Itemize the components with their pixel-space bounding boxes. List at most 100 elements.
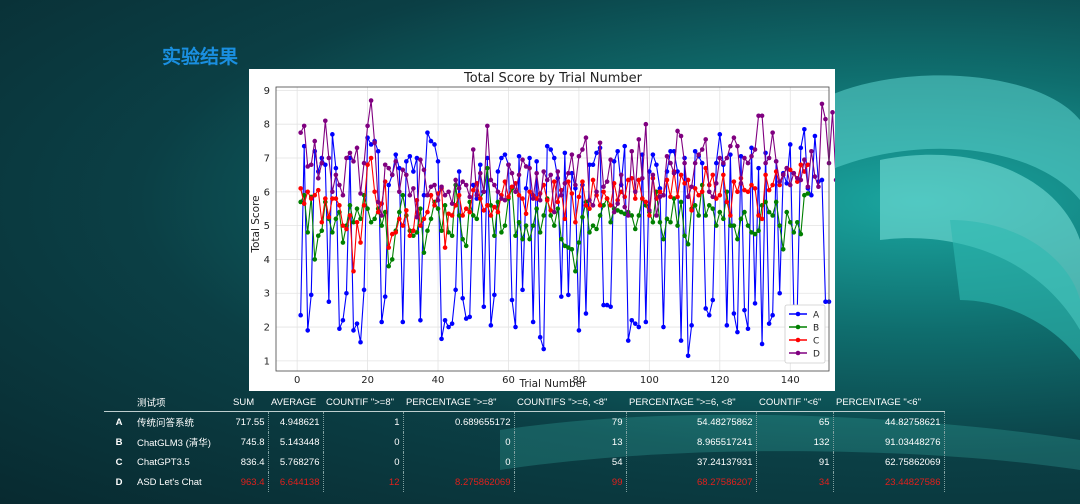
data-point [692, 203, 698, 208]
data-point [830, 110, 835, 115]
data-point [379, 213, 384, 218]
data-point [534, 206, 539, 212]
data-point [798, 177, 804, 183]
data-point [728, 213, 733, 218]
data-point [393, 152, 399, 157]
data-point [344, 290, 349, 296]
data-point [823, 299, 828, 304]
data-point [315, 233, 321, 239]
data-point [499, 196, 504, 201]
data-point [611, 209, 617, 215]
data-point [534, 159, 539, 164]
data-point [636, 324, 642, 330]
data-point [573, 268, 578, 274]
data-point [534, 196, 539, 201]
y-tick-label: 2 [264, 323, 270, 334]
data-point [770, 130, 775, 135]
data-point [696, 213, 701, 218]
data-point [393, 159, 399, 164]
data-point [340, 317, 346, 323]
data-point [632, 321, 638, 326]
data-point [601, 302, 606, 308]
table-header-cell: PERCENTAGE "<6" [833, 393, 944, 412]
data-point [632, 226, 638, 232]
data-point [664, 216, 670, 222]
data-point [756, 113, 761, 119]
data-point [823, 116, 828, 122]
data-point [435, 197, 441, 203]
data-point [502, 179, 508, 184]
data-point [544, 143, 550, 149]
data-point [347, 213, 353, 218]
legend-marker [795, 324, 801, 330]
data-point [456, 186, 462, 191]
data-point [358, 191, 363, 196]
series-line-d [300, 100, 835, 218]
data-point [520, 236, 525, 242]
data-point [590, 203, 596, 208]
table-row: D ASD Let's Chat 963.4 6.644138 12 8.27586206… [104, 472, 945, 492]
data-point [548, 172, 554, 178]
data-point [752, 301, 758, 306]
data-point [777, 223, 782, 228]
table-cell: 745.8 [230, 432, 269, 452]
data-point [347, 203, 353, 208]
data-point [400, 167, 406, 173]
data-point [787, 219, 793, 225]
data-point [625, 213, 631, 218]
y-tick-label: 7 [264, 154, 270, 165]
data-point [481, 208, 487, 213]
table-cell: 5.143448 [268, 432, 324, 452]
data-point [692, 160, 698, 166]
data-point [477, 170, 483, 176]
legend-marker [795, 337, 801, 343]
line-chart: Total Score by Trial Number Trial Number… [250, 71, 835, 390]
row-name: ASD Let's Chat [137, 476, 202, 488]
data-point [728, 223, 733, 228]
data-point [474, 196, 480, 201]
data-point [312, 257, 318, 262]
data-point [368, 98, 374, 103]
data-point [337, 203, 342, 208]
data-point [566, 245, 571, 250]
table-cell: 79 [514, 411, 627, 432]
data-point [728, 143, 733, 149]
data-point [569, 191, 575, 196]
data-point [460, 296, 465, 301]
table-row: A 传统问答系统 717.55 4.948621 1 0.689655172 79 54.48… [104, 411, 945, 432]
data-point [492, 233, 497, 239]
data-point [625, 338, 631, 343]
data-point [713, 223, 719, 228]
y-tick-label: 3 [264, 289, 270, 300]
data-point [580, 179, 585, 184]
results-table-wrap: 测试项 SUM AVERAGE COUNTIF ">=8" PERCENTAGE ">=… [104, 393, 945, 492]
data-point [812, 133, 818, 139]
data-point [717, 209, 723, 215]
data-point [576, 194, 582, 200]
data-point [636, 213, 642, 218]
data-point [777, 290, 782, 296]
data-point [587, 197, 592, 203]
data-point [453, 203, 458, 208]
data-point [485, 165, 490, 171]
data-point [661, 236, 666, 242]
data-point [713, 160, 719, 166]
data-point [315, 187, 321, 193]
data-point [555, 199, 561, 205]
data-point [833, 177, 835, 183]
data-point [449, 233, 455, 239]
data-point [629, 213, 635, 218]
data-point [749, 230, 754, 235]
table-cell: 0.689655172 [403, 411, 515, 432]
data-point [618, 172, 624, 178]
table-cell: 34 [756, 472, 834, 492]
data-point [298, 199, 303, 205]
row-name: ChatGPT3.5 [137, 456, 190, 468]
data-point [421, 216, 427, 222]
data-point [548, 213, 554, 218]
data-point [551, 223, 557, 228]
data-point [523, 164, 529, 169]
data-point [798, 162, 804, 168]
data-point [333, 165, 339, 171]
data-point [802, 157, 807, 162]
